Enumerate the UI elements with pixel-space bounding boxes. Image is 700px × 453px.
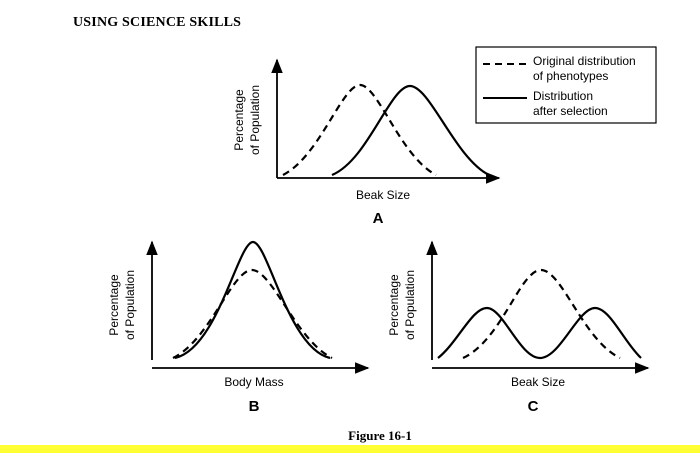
panel-c-selected-curve [437, 306, 642, 360]
panel-b-ylabel-line2: of Population [123, 270, 137, 340]
legend-after-line2: after selection [533, 104, 608, 118]
panel-c-letter: C [528, 398, 539, 415]
panel-c-ylabel-line1: Percentage [387, 274, 401, 336]
legend-after-line1: Distribution [533, 89, 593, 103]
figure-caption: Figure 16-1 [348, 428, 412, 443]
legend-box [475, 46, 657, 124]
legend: Original distribution of phenotypes Dist… [475, 46, 657, 124]
panel-c: Percentage of Population Beak Size C [387, 240, 650, 415]
panel-a-ylabel-line2: of Population [248, 85, 262, 155]
legend-original-line2: of phenotypes [533, 69, 608, 83]
panel-a-selected-curve [331, 84, 490, 177]
panel-b-ylabel-line1: Percentage [107, 274, 121, 336]
panel-c-ylabel-line2: of Population [403, 270, 417, 340]
panel-c-xlabel: Beak Size [511, 375, 565, 389]
panel-b: Percentage of Population Body Mass B [107, 240, 370, 415]
panel-b-selected-curve [174, 240, 331, 360]
panel-a-ylabel-line1: Percentage [232, 89, 246, 151]
panel-a-letter: A [373, 210, 384, 227]
panel-a-original-curve [282, 83, 437, 176]
panel-b-original-curve [172, 268, 333, 359]
panel-b-xlabel: Body Mass [224, 375, 283, 389]
bottom-highlight-bar [0, 445, 700, 453]
panel-a: Percentage of Population Beak Size A [232, 58, 501, 227]
worksheet-heading: USING SCIENCE SKILLS [73, 15, 242, 30]
panel-c-original-curve [462, 268, 621, 359]
panel-a-xlabel: Beak Size [356, 188, 410, 202]
panel-b-letter: B [249, 398, 260, 415]
legend-original-line1: Original distribution [533, 54, 636, 68]
